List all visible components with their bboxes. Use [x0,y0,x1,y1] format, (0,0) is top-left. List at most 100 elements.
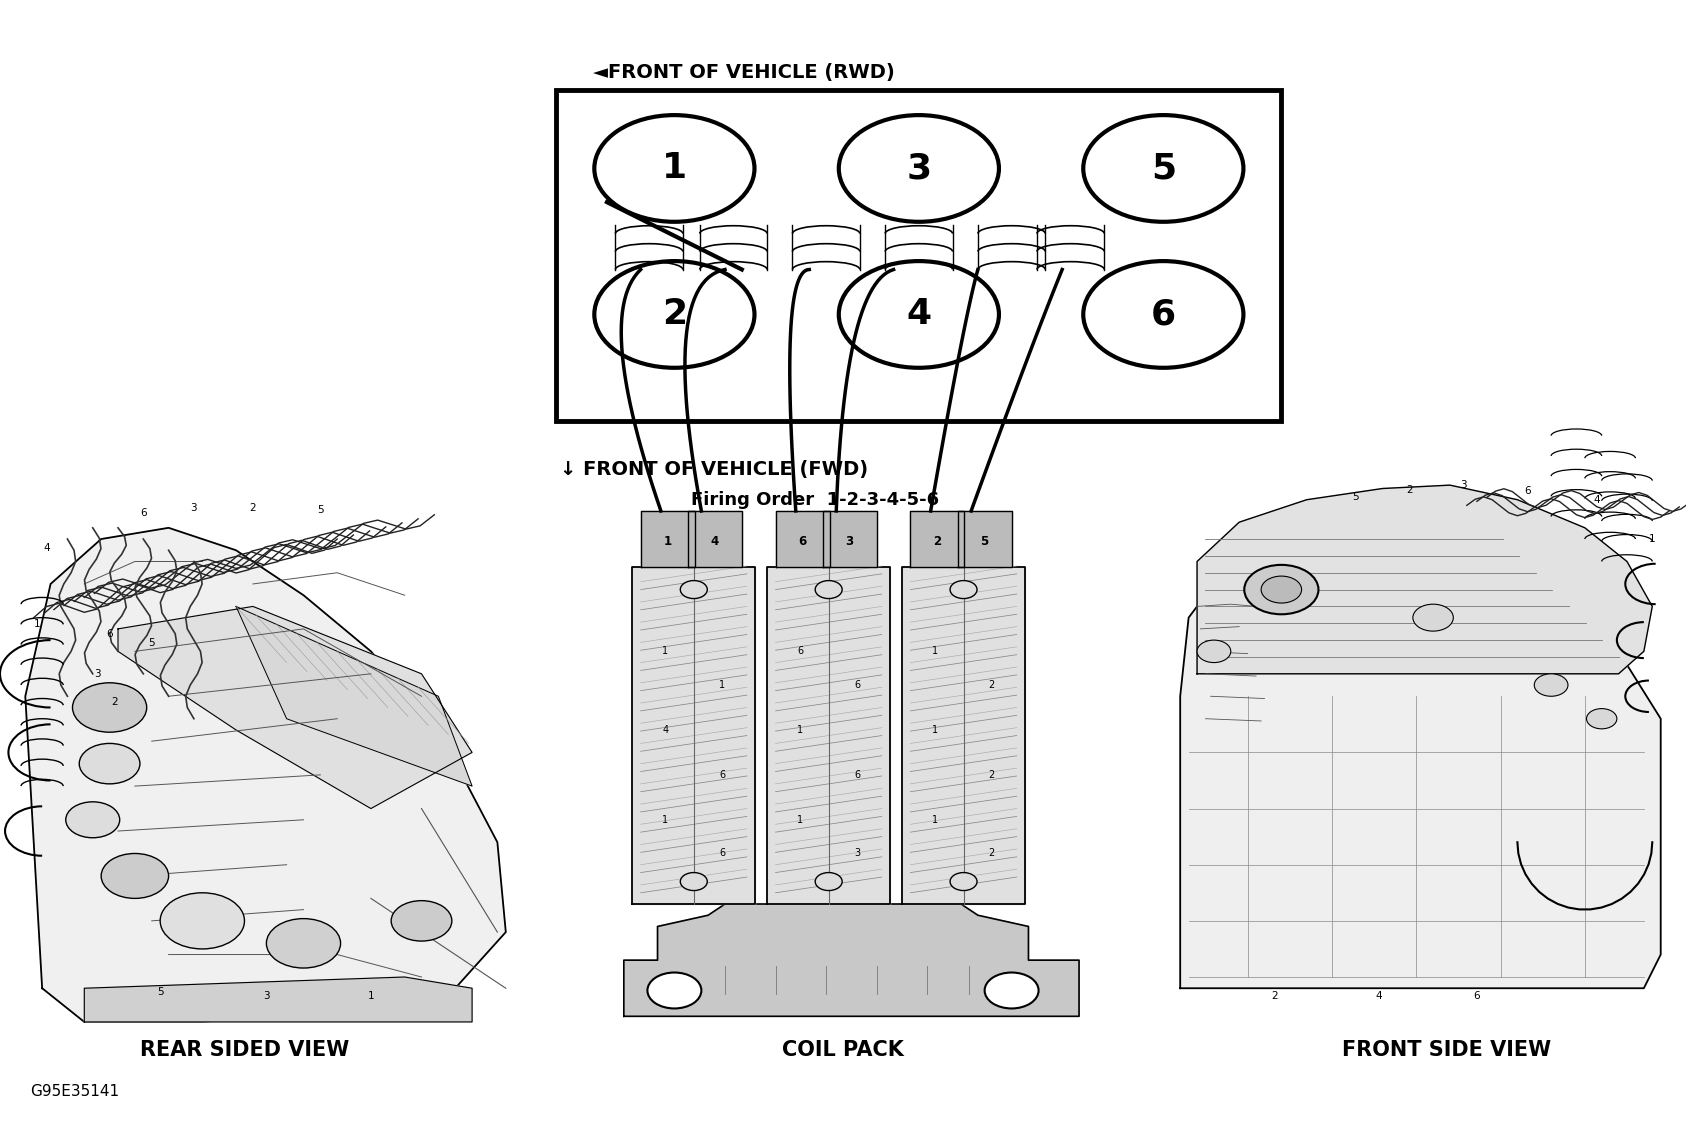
Text: 1: 1 [663,152,686,185]
Text: 6: 6 [1152,298,1175,331]
Text: 4: 4 [1376,992,1383,1001]
Circle shape [679,581,708,599]
Text: 1: 1 [1649,535,1656,544]
Circle shape [647,973,701,1008]
Text: 5: 5 [157,987,164,996]
Polygon shape [1180,494,1661,988]
Text: 1: 1 [34,620,40,629]
Circle shape [1587,709,1617,729]
Text: COIL PACK: COIL PACK [782,1040,904,1060]
Text: 1: 1 [718,681,725,690]
Text: 6: 6 [718,770,725,779]
Circle shape [951,873,978,891]
Polygon shape [1197,485,1652,674]
Polygon shape [236,606,472,786]
Text: 5: 5 [1152,152,1175,185]
Text: 6: 6 [140,509,147,518]
Circle shape [266,919,341,968]
Text: FRONT SIDE VIEW: FRONT SIDE VIEW [1342,1040,1551,1060]
Polygon shape [632,567,755,904]
Ellipse shape [595,262,755,368]
Polygon shape [641,511,695,567]
Text: 1: 1 [932,647,939,656]
Text: 4: 4 [663,725,669,734]
Text: 3: 3 [846,535,853,548]
Text: 4: 4 [907,298,931,331]
Circle shape [1261,576,1302,603]
Text: 1: 1 [932,815,939,824]
Text: 6: 6 [106,630,113,639]
Text: 6: 6 [799,535,806,548]
Text: 2: 2 [988,681,995,690]
Text: 2: 2 [1271,992,1278,1001]
Text: Firing Order  1-2-3-4-5-6: Firing Order 1-2-3-4-5-6 [691,491,939,509]
Circle shape [1413,604,1453,631]
Text: 1: 1 [664,535,671,548]
Text: 1: 1 [797,815,804,824]
Polygon shape [776,511,830,567]
Circle shape [101,853,169,898]
Polygon shape [823,511,877,567]
Text: 4: 4 [711,535,718,548]
Circle shape [72,683,147,732]
Text: 2: 2 [111,697,118,706]
Text: 1: 1 [663,647,669,656]
Text: 4: 4 [1593,495,1600,504]
Text: 5: 5 [1352,493,1359,502]
Ellipse shape [1082,116,1244,222]
Circle shape [391,901,452,941]
Text: 3: 3 [263,992,270,1001]
Polygon shape [84,977,472,1022]
Text: 5: 5 [317,505,324,514]
Ellipse shape [840,262,1000,368]
Circle shape [951,581,978,599]
Polygon shape [767,567,890,904]
Circle shape [79,743,140,784]
Text: 6: 6 [1474,992,1480,1001]
Polygon shape [910,511,964,567]
Text: 4: 4 [44,544,51,553]
Text: 2: 2 [988,770,995,779]
Text: 1: 1 [797,725,804,734]
Text: 6: 6 [853,770,860,779]
Ellipse shape [840,116,1000,222]
Text: 2: 2 [934,535,941,548]
Circle shape [985,973,1039,1008]
Circle shape [1534,674,1568,696]
Text: 5: 5 [148,639,155,648]
Text: 2: 2 [663,298,686,331]
Text: 3: 3 [1460,481,1467,490]
Text: 1: 1 [368,992,374,1001]
Ellipse shape [595,116,755,222]
Text: 6: 6 [797,647,804,656]
Polygon shape [624,904,1079,1016]
Text: 6: 6 [853,681,860,690]
Text: 3: 3 [907,152,931,185]
Text: 5: 5 [981,535,988,548]
Text: 2: 2 [988,849,995,858]
Circle shape [816,873,843,891]
Text: 3: 3 [191,503,197,512]
Text: G95E35141: G95E35141 [30,1084,120,1099]
Polygon shape [958,511,1012,567]
Text: 3: 3 [853,849,860,858]
Text: ◄FRONT OF VEHICLE (RWD): ◄FRONT OF VEHICLE (RWD) [593,64,895,82]
Text: 2: 2 [250,503,256,512]
Text: 6: 6 [1524,486,1531,495]
Ellipse shape [1082,262,1244,368]
Polygon shape [25,528,506,1022]
Text: REAR SIDED VIEW: REAR SIDED VIEW [140,1040,349,1060]
Text: 3: 3 [94,669,101,678]
Text: ↓ FRONT OF VEHICLE (FWD): ↓ FRONT OF VEHICLE (FWD) [560,460,868,478]
Polygon shape [688,511,742,567]
Text: 2: 2 [1406,485,1413,494]
Circle shape [1244,565,1318,614]
Text: 1: 1 [932,725,939,734]
Circle shape [816,581,843,599]
Polygon shape [902,567,1025,904]
Circle shape [160,893,244,949]
Text: 1: 1 [663,815,669,824]
Polygon shape [118,606,472,809]
Circle shape [679,873,708,891]
Text: 6: 6 [718,849,725,858]
